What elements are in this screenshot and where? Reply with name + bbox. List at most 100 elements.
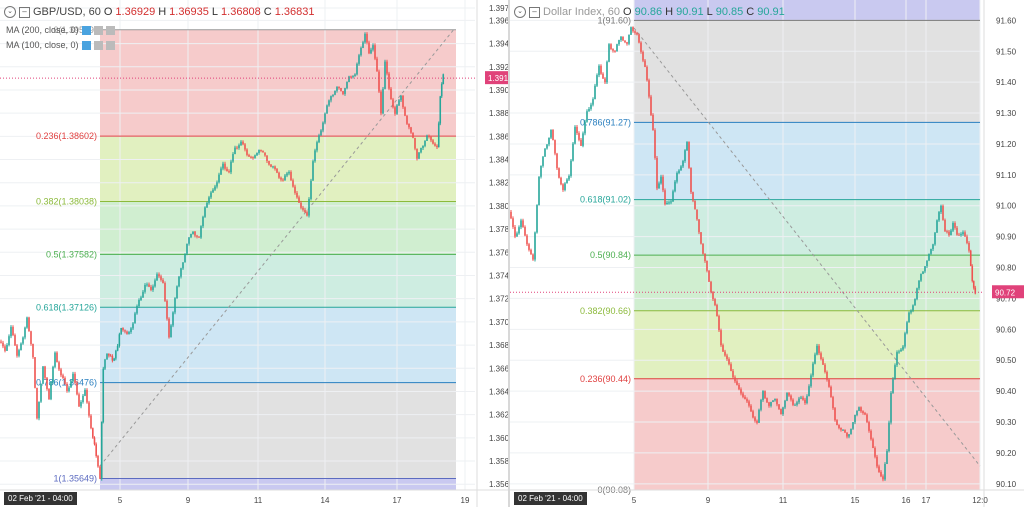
- candle-body: [676, 172, 678, 182]
- settings-icon[interactable]: [93, 25, 103, 35]
- candle-body: [726, 355, 728, 360]
- candle-body: [526, 235, 528, 245]
- candle-body: [234, 147, 236, 155]
- candle-body: [818, 345, 820, 354]
- open-label: O: [103, 6, 113, 18]
- candle-body: [886, 450, 888, 465]
- candle-body: [524, 226, 526, 236]
- candle-body: [516, 233, 518, 237]
- candle-body: [144, 285, 146, 292]
- candle-body: [398, 100, 400, 106]
- candle-body: [806, 396, 808, 403]
- candle-body: [200, 226, 202, 238]
- candle-body: [330, 96, 332, 101]
- fib-top-band: [634, 0, 980, 21]
- candle-body: [510, 211, 512, 219]
- gbpusd-chart-canvas[interactable]: 1.39707 1.39600 1.39400 1.39200 1.39000 1.388…: [0, 0, 508, 507]
- chart-type-icon[interactable]: –: [19, 6, 30, 18]
- candle-body: [136, 306, 138, 314]
- candle-body: [778, 404, 780, 409]
- candle-body: [60, 369, 62, 376]
- close-icon[interactable]: [105, 25, 115, 35]
- ma-200-legend[interactable]: MA (200, close, 0): [6, 25, 115, 35]
- candle-body: [840, 428, 842, 430]
- gbpusd-chart-panel[interactable]: ⌄ – GBP/USD, 60 O 1.36929 H 1.36935 L 1.368…: [0, 0, 508, 507]
- fib-zone: [100, 382, 456, 479]
- candle-body: [738, 384, 740, 390]
- candle-body: [904, 333, 906, 347]
- dollar-index-chart-panel[interactable]: ⌄ – Dollar Index, 60 O 90.86 H 90.91 L 90.8…: [510, 0, 1024, 507]
- y-tick-label: 1.36600: [489, 364, 508, 373]
- candle-body: [808, 386, 810, 397]
- candle-body: [734, 377, 736, 382]
- dollar-index-chart-canvas[interactable]: 91.60 91.50 91.40 91.30 91.20 91.10 91.00 90.90…: [510, 0, 1024, 507]
- candle-body: [248, 154, 250, 157]
- candle-body: [348, 76, 350, 82]
- candle-body: [442, 74, 445, 85]
- fib-level-label: 1(1.35649): [53, 474, 97, 484]
- candle-body: [394, 107, 396, 114]
- candle-body: [108, 353, 110, 356]
- candle-body: [956, 227, 958, 235]
- candle-body: [856, 410, 858, 415]
- symbol-label[interactable]: GBP/USD, 60: [33, 6, 101, 18]
- candle-body: [798, 398, 800, 403]
- candle-body: [434, 143, 436, 146]
- candle-body: [969, 250, 972, 267]
- candle-body: [786, 393, 788, 401]
- candle-body: [866, 414, 868, 423]
- candle-body: [366, 33, 368, 43]
- candle-body: [95, 444, 97, 456]
- candle-body: [566, 179, 568, 184]
- candle-body: [198, 236, 200, 238]
- visibility-icon[interactable]: [81, 40, 91, 50]
- candle-body: [420, 148, 422, 153]
- candle-body: [558, 168, 560, 178]
- candle-body: [370, 49, 372, 54]
- candle-body: [720, 330, 722, 346]
- y-tick-label: 91.60: [996, 16, 1017, 25]
- collapse-icon[interactable]: ⌄: [514, 6, 526, 18]
- fib-zone: [634, 20, 980, 123]
- fib-level-label: 0.618(91.02): [580, 195, 631, 205]
- y-tick-label: 1.38400: [489, 156, 508, 165]
- candle-body: [280, 177, 282, 180]
- candle-body: [564, 183, 566, 190]
- collapse-icon[interactable]: ⌄: [4, 6, 16, 18]
- candle-body: [576, 126, 578, 134]
- candle-body: [974, 287, 977, 294]
- candle-body: [732, 370, 734, 378]
- candle-body: [220, 168, 222, 175]
- visibility-icon[interactable]: [81, 25, 91, 35]
- candle-body: [410, 127, 412, 133]
- candle-body: [680, 166, 682, 171]
- candle-body: [244, 144, 246, 150]
- y-tick-label: 91.50: [996, 47, 1017, 56]
- candle-body: [642, 51, 644, 61]
- candle-body: [176, 286, 178, 299]
- close-value: 1.36831: [274, 6, 315, 18]
- candle-body: [858, 407, 860, 411]
- candle-body: [364, 33, 366, 43]
- candle-body: [736, 381, 738, 385]
- candle-body: [400, 95, 402, 101]
- candle-body: [730, 364, 732, 371]
- panel-divider[interactable]: [508, 0, 510, 507]
- candle-body: [188, 237, 190, 244]
- close-icon[interactable]: [105, 40, 115, 50]
- y-tick-label: 1.39400: [489, 40, 508, 49]
- symbol-label[interactable]: Dollar Index, 60: [543, 6, 621, 18]
- candle-body: [914, 299, 916, 306]
- settings-icon[interactable]: [93, 40, 103, 50]
- candle-body: [872, 439, 874, 448]
- candle-body: [152, 286, 154, 290]
- candle-body: [4, 346, 6, 351]
- date-tag: 02 Feb '21 - 04:00: [514, 492, 587, 505]
- candle-body: [416, 148, 418, 159]
- ma-100-legend[interactable]: MA (100, close, 0): [6, 40, 115, 50]
- chart-type-icon[interactable]: –: [529, 6, 540, 18]
- candle-body: [16, 345, 18, 356]
- candle-body: [146, 284, 148, 286]
- candle-body: [600, 65, 602, 74]
- candle-body: [316, 142, 318, 151]
